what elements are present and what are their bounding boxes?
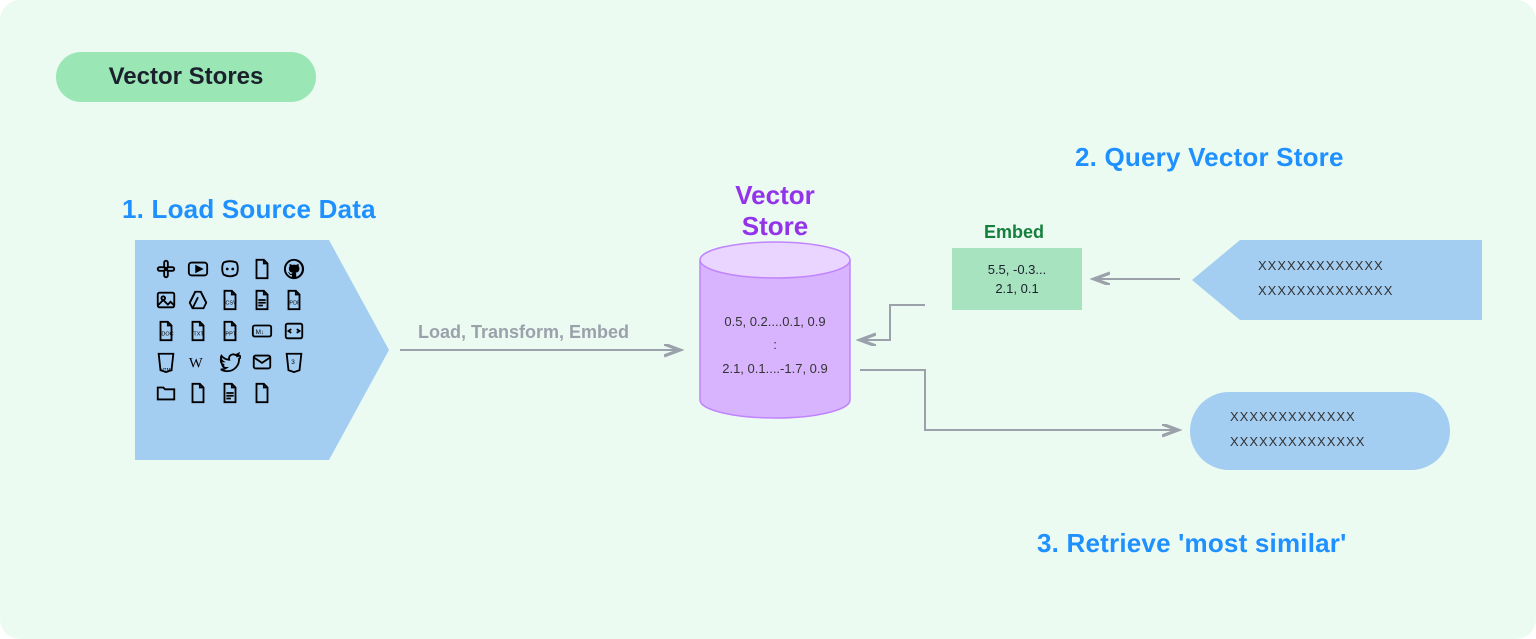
vector-store-title: Vector Store <box>695 180 855 242</box>
vs-data-mid: : <box>773 337 777 352</box>
svg-text:TXT: TXT <box>193 332 204 338</box>
embed-box: 5.5, -0.3... 2.1, 0.1 <box>952 248 1082 310</box>
svg-text:CSV: CSV <box>225 301 237 307</box>
wiki-icon: W <box>187 351 209 373</box>
diagram-canvas: Vector Stores 1. Load Source Data 2. Que… <box>0 0 1536 639</box>
twitter-icon <box>219 351 241 373</box>
step-3-label: 3. Retrieve 'most similar' <box>1037 528 1346 559</box>
image-icon <box>155 289 177 311</box>
code-icon <box>283 320 305 342</box>
file-icon <box>251 382 273 404</box>
github-icon <box>283 258 305 280</box>
arrow-embed-to-store-line <box>860 305 925 340</box>
svg-text:HTML: HTML <box>161 367 174 372</box>
svg-text:PDF: PDF <box>289 301 301 307</box>
svg-text:M↓: M↓ <box>256 329 265 336</box>
mail-icon <box>251 351 273 373</box>
doc-lines-icon <box>251 289 273 311</box>
file-icon <box>187 382 209 404</box>
css-icon: 3 <box>283 351 305 373</box>
csv-icon: CSV <box>219 289 241 311</box>
arrow-store-to-result-line <box>860 370 1178 430</box>
step-2-label: 2. Query Vector Store <box>1075 142 1344 173</box>
svg-text:3: 3 <box>291 359 295 366</box>
svg-text:DOC: DOC <box>161 332 173 338</box>
md-icon: M↓ <box>251 320 273 342</box>
vs-data-l1: 0.5, 0.2....0.1, 0.9 <box>724 314 825 329</box>
ppt-icon: PPT <box>219 320 241 342</box>
title-pill: Vector Stores <box>56 52 316 102</box>
folder-icon <box>155 382 177 404</box>
query-text: XXXXXXXXXXXXX XXXXXXXXXXXXXX <box>1258 254 1393 303</box>
result-line1: XXXXXXXXXXXXX <box>1230 409 1356 424</box>
slack-icon <box>155 258 177 280</box>
file-icon <box>251 258 273 280</box>
gdrive-icon <box>187 289 209 311</box>
vector-store-title-l1: Vector <box>735 180 815 210</box>
embed-label: Embed <box>984 222 1044 243</box>
cyl-bottom <box>700 382 850 418</box>
txt-icon: TXT <box>187 320 209 342</box>
vector-store-data: 0.5, 0.2....0.1, 0.9 : 2.1, 0.1....-1.7,… <box>695 310 855 380</box>
svg-text:W: W <box>189 356 203 372</box>
query-line2: XXXXXXXXXXXXXX <box>1258 283 1393 298</box>
discord-icon <box>219 258 241 280</box>
youtube-icon <box>187 258 209 280</box>
result-line2: XXXXXXXXXXXXXX <box>1230 434 1365 449</box>
html-icon: HTML <box>155 351 177 373</box>
arrow1-label: Load, Transform, Embed <box>418 322 629 343</box>
result-text: XXXXXXXXXXXXX XXXXXXXXXXXXXX <box>1230 405 1365 454</box>
vector-store-title-l2: Store <box>742 211 808 241</box>
pdf-icon: PDF <box>283 289 305 311</box>
embed-line1: 5.5, -0.3... <box>988 260 1047 280</box>
svg-text:PPT: PPT <box>225 332 236 338</box>
cyl-top <box>700 242 850 278</box>
doc-icon: DOC <box>155 320 177 342</box>
step-1-label: 1. Load Source Data <box>122 194 376 225</box>
embed-line2: 2.1, 0.1 <box>995 279 1038 299</box>
query-line1: XXXXXXXXXXXXX <box>1258 258 1384 273</box>
title-text: Vector Stores <box>109 63 264 91</box>
source-icon-grid: CSV PDF DOC TXT PPT M↓ HTML W 3 <box>155 258 335 448</box>
vs-data-l2: 2.1, 0.1....-1.7, 0.9 <box>722 361 828 376</box>
doc-lines-icon <box>219 382 241 404</box>
